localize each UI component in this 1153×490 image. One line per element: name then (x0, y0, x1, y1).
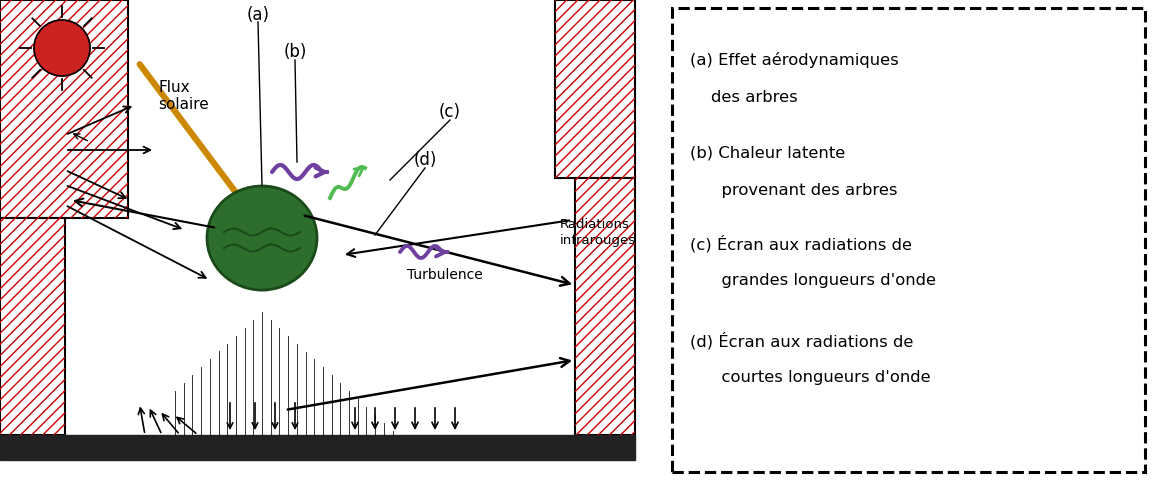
Bar (575, 178, 635, 435)
Bar (0, 218, 65, 435)
Text: (b): (b) (284, 43, 307, 61)
Bar (256, 235, 267, 290)
Text: Radiations
infrarouges: Radiations infrarouges (560, 218, 636, 246)
Text: (d): (d) (413, 151, 437, 169)
Bar (0, 0, 128, 218)
Text: (b) Chaleur latente: (b) Chaleur latente (689, 145, 845, 160)
Bar (575, 178, 635, 435)
Text: Absorption: Absorption (269, 471, 352, 486)
Text: (d) Écran aux radiations de: (d) Écran aux radiations de (689, 332, 913, 349)
Text: provenant des arbres: provenant des arbres (689, 183, 897, 198)
Text: grandes longueurs d'onde: grandes longueurs d'onde (689, 273, 936, 288)
Text: (c): (c) (439, 103, 461, 121)
Bar (0, 435, 635, 460)
Text: courtes longueurs d'onde: courtes longueurs d'onde (689, 370, 930, 385)
Bar (0, 218, 65, 435)
Text: des arbres: des arbres (689, 90, 798, 105)
Bar (0, 0, 128, 218)
Text: Flux
solaire: Flux solaire (158, 80, 209, 112)
Ellipse shape (33, 20, 90, 76)
Bar (672, 8, 1145, 472)
Bar (555, 0, 635, 178)
Bar (555, 0, 635, 178)
Text: (a) Effet aérodynamiques: (a) Effet aérodynamiques (689, 52, 898, 68)
Ellipse shape (208, 186, 317, 290)
Text: (c) Écran aux radiations de: (c) Écran aux radiations de (689, 235, 912, 252)
Text: Turbulence: Turbulence (407, 268, 483, 282)
Text: (a): (a) (247, 6, 270, 24)
